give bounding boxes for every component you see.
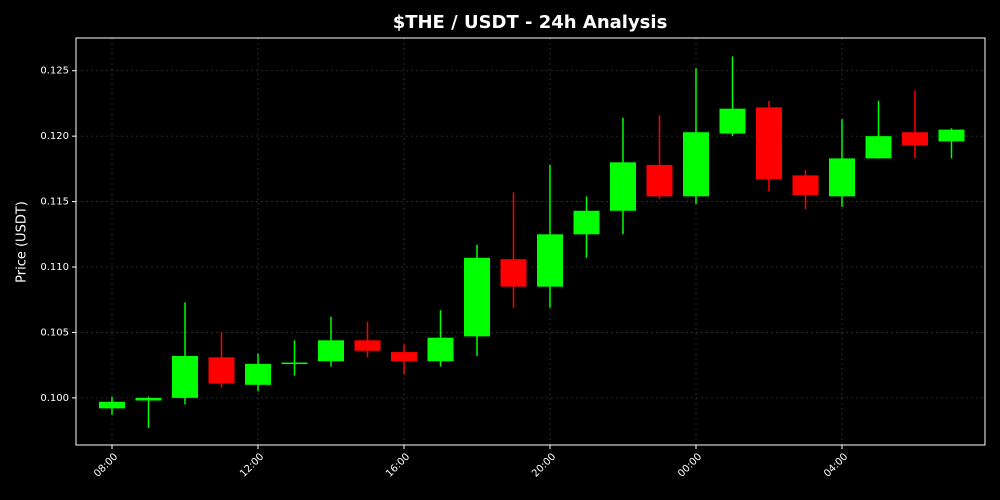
candle-body — [318, 340, 344, 362]
candle-body — [500, 259, 527, 287]
x-tick-label: 16:00 — [384, 451, 412, 479]
candle-body — [683, 132, 709, 197]
y-axis-label: Price (USDT) — [15, 201, 30, 283]
candle-body — [573, 210, 600, 235]
x-tick-label: 08:00 — [92, 451, 120, 479]
candle-body — [610, 162, 636, 211]
candle-body — [537, 234, 563, 287]
candle-body — [245, 363, 271, 385]
chart-title: $THE / USDT - 24h Analysis — [393, 12, 668, 33]
candle-body — [902, 132, 928, 146]
candle-body — [172, 356, 198, 398]
x-tick-label: 00:00 — [676, 451, 704, 479]
candle-body — [354, 340, 381, 351]
x-tick-label: 12:00 — [238, 451, 266, 479]
candle-body — [391, 352, 417, 362]
candle-body — [99, 401, 125, 409]
y-tick-label: 0.115 — [40, 197, 69, 208]
candle-body — [464, 257, 490, 337]
candle-body — [792, 175, 819, 196]
y-tick-label: 0.120 — [40, 131, 69, 142]
y-tick-label: 0.100 — [40, 393, 69, 404]
plot-frame — [75, 37, 986, 446]
candle-body — [938, 129, 965, 142]
y-tick-label: 0.110 — [40, 262, 69, 273]
candle-body — [756, 107, 782, 180]
x-tick-label: 20:00 — [530, 451, 558, 479]
candle-body — [427, 337, 454, 362]
x-tick-label: 04:00 — [822, 451, 850, 479]
candle-body — [829, 158, 855, 197]
candle-body — [208, 357, 235, 384]
y-tick-label: 0.125 — [40, 66, 69, 77]
y-tick-label: 0.105 — [40, 327, 69, 338]
candle-body — [719, 108, 746, 134]
candle-body — [646, 164, 673, 197]
candle-body — [281, 362, 308, 365]
candle-body — [865, 136, 892, 159]
candle-body — [135, 397, 162, 401]
